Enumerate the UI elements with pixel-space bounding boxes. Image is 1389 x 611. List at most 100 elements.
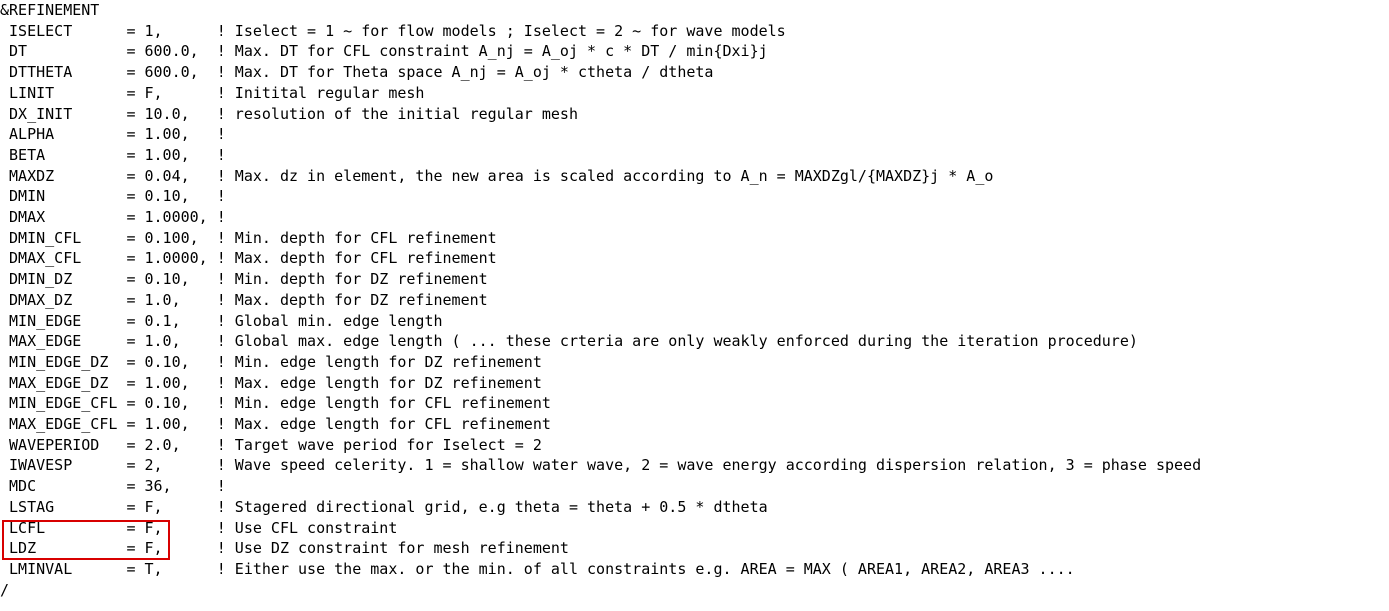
param-row: MAXDZ = 0.04, ! Max. dz in element, the … bbox=[0, 166, 1389, 187]
param-value: 2.0, bbox=[145, 436, 217, 454]
param-name: DMAX bbox=[0, 208, 126, 226]
param-comment: ! Min. depth for DZ refinement bbox=[217, 270, 488, 288]
param-row: LINIT = F, ! Initital regular mesh bbox=[0, 83, 1389, 104]
param-row: DMIN = 0.10, ! bbox=[0, 186, 1389, 207]
param-value: 0.10, bbox=[145, 353, 217, 371]
equals: = bbox=[126, 249, 144, 267]
param-name: LCFL bbox=[0, 519, 126, 537]
param-comment: ! bbox=[217, 187, 226, 205]
equals: = bbox=[126, 498, 144, 516]
param-value: 0.10, bbox=[145, 270, 217, 288]
param-comment: ! Min. depth for CFL refinement bbox=[217, 229, 497, 247]
equals: = bbox=[126, 332, 144, 350]
param-row: ISELECT = 1, ! Iselect = 1 ~ for flow mo… bbox=[0, 21, 1389, 42]
param-value: F, bbox=[145, 519, 217, 537]
param-row: BETA = 1.00, ! bbox=[0, 145, 1389, 166]
equals: = bbox=[126, 456, 144, 474]
param-name: MDC bbox=[0, 477, 126, 495]
namelist-header: &REFINEMENT bbox=[0, 0, 1389, 21]
param-row: DMIN_CFL = 0.100, ! Min. depth for CFL r… bbox=[0, 228, 1389, 249]
param-row: IWAVESP = 2, ! Wave speed celerity. 1 = … bbox=[0, 455, 1389, 476]
param-comment: ! Use DZ constraint for mesh refinement bbox=[217, 539, 569, 557]
equals: = bbox=[126, 353, 144, 371]
param-name: IWAVESP bbox=[0, 456, 126, 474]
param-row: DT = 600.0, ! Max. DT for CFL constraint… bbox=[0, 41, 1389, 62]
param-name: BETA bbox=[0, 146, 126, 164]
param-comment: ! bbox=[217, 477, 226, 495]
param-name: LSTAG bbox=[0, 498, 126, 516]
param-comment: ! Max. DT for CFL constraint A_nj = A_oj… bbox=[217, 42, 768, 60]
equals: = bbox=[126, 125, 144, 143]
param-row: LMINVAL = T, ! Either use the max. or th… bbox=[0, 559, 1389, 580]
param-value: 1.0000, bbox=[145, 249, 217, 267]
param-value: 0.10, bbox=[145, 187, 217, 205]
param-comment: ! Min. edge length for CFL refinement bbox=[217, 394, 551, 412]
param-comment: ! Max. edge length for DZ refinement bbox=[217, 374, 542, 392]
param-value: 1.00, bbox=[145, 374, 217, 392]
equals: = bbox=[126, 146, 144, 164]
param-comment: ! Wave speed celerity. 1 = shallow water… bbox=[217, 456, 1201, 474]
param-name: MAX_EDGE_CFL bbox=[0, 415, 126, 433]
param-row: LSTAG = F, ! Stagered directional grid, … bbox=[0, 497, 1389, 518]
param-value: 1.00, bbox=[145, 146, 217, 164]
param-value: 1.0, bbox=[145, 291, 217, 309]
param-value: 1, bbox=[145, 22, 217, 40]
param-name: LMINVAL bbox=[0, 560, 126, 578]
equals: = bbox=[126, 436, 144, 454]
equals: = bbox=[126, 374, 144, 392]
param-row: MIN_EDGE_DZ = 0.10, ! Min. edge length f… bbox=[0, 352, 1389, 373]
param-name: DX_INIT bbox=[0, 105, 126, 123]
param-name: LINIT bbox=[0, 84, 126, 102]
param-comment: ! Max. edge length for CFL refinement bbox=[217, 415, 551, 433]
param-value: 36, bbox=[145, 477, 217, 495]
param-value: 0.10, bbox=[145, 394, 217, 412]
param-comment: ! Min. edge length for DZ refinement bbox=[217, 353, 542, 371]
param-name: ALPHA bbox=[0, 125, 126, 143]
equals: = bbox=[126, 539, 144, 557]
equals: = bbox=[126, 312, 144, 330]
param-name: MAX_EDGE_DZ bbox=[0, 374, 126, 392]
param-comment: ! Initital regular mesh bbox=[217, 84, 425, 102]
equals: = bbox=[126, 187, 144, 205]
param-comment: ! Max. depth for CFL refinement bbox=[217, 249, 497, 267]
param-value: 2, bbox=[145, 456, 217, 474]
param-name: MIN_EDGE_CFL bbox=[0, 394, 126, 412]
equals: = bbox=[126, 105, 144, 123]
param-value: 600.0, bbox=[145, 63, 217, 81]
param-comment: ! Max. dz in element, the new area is sc… bbox=[217, 167, 994, 185]
param-row: MAX_EDGE = 1.0, ! Global max. edge lengt… bbox=[0, 331, 1389, 352]
equals: = bbox=[126, 270, 144, 288]
equals: = bbox=[126, 519, 144, 537]
equals: = bbox=[126, 22, 144, 40]
param-comment: ! bbox=[217, 146, 226, 164]
param-row: MAX_EDGE_CFL = 1.00, ! Max. edge length … bbox=[0, 414, 1389, 435]
param-name: DMIN_CFL bbox=[0, 229, 126, 247]
param-row: LDZ = F, ! Use DZ constraint for mesh re… bbox=[0, 538, 1389, 559]
param-name: DMIN bbox=[0, 187, 126, 205]
param-comment: ! Stagered directional grid, e.g theta =… bbox=[217, 498, 768, 516]
param-comment: ! Max. depth for DZ refinement bbox=[217, 291, 488, 309]
param-name: MAX_EDGE bbox=[0, 332, 126, 350]
param-value: 1.00, bbox=[145, 125, 217, 143]
param-name: WAVEPERIOD bbox=[0, 436, 126, 454]
param-comment: ! Iselect = 1 ~ for flow models ; Iselec… bbox=[217, 22, 786, 40]
param-row: MDC = 36, ! bbox=[0, 476, 1389, 497]
equals: = bbox=[126, 229, 144, 247]
param-comment: ! Max. DT for Theta space A_nj = A_oj * … bbox=[217, 63, 714, 81]
param-value: 1.0, bbox=[145, 332, 217, 350]
param-value: 1.0000, bbox=[145, 208, 217, 226]
param-value: F, bbox=[145, 498, 217, 516]
equals: = bbox=[126, 394, 144, 412]
param-comment: ! Global min. edge length bbox=[217, 312, 443, 330]
equals: = bbox=[126, 291, 144, 309]
param-value: 0.04, bbox=[145, 167, 217, 185]
code-block: &REFINEMENT ISELECT = 1, ! Iselect = 1 ~… bbox=[0, 0, 1389, 600]
param-value: F, bbox=[145, 539, 217, 557]
param-row: ALPHA = 1.00, ! bbox=[0, 124, 1389, 145]
param-value: 1.00, bbox=[145, 415, 217, 433]
param-value: 10.0, bbox=[145, 105, 217, 123]
param-value: 600.0, bbox=[145, 42, 217, 60]
param-row: MIN_EDGE_CFL = 0.10, ! Min. edge length … bbox=[0, 393, 1389, 414]
param-row: DMAX = 1.0000, ! bbox=[0, 207, 1389, 228]
param-comment: ! Use CFL constraint bbox=[217, 519, 398, 537]
